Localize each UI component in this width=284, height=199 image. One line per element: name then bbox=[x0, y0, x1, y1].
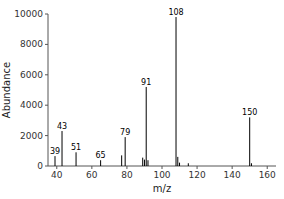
peak-label: 79 bbox=[120, 128, 130, 137]
peak-label: 51 bbox=[71, 143, 81, 152]
peak bbox=[76, 152, 77, 166]
x-tick-label: 160 bbox=[259, 170, 276, 180]
peak-label: 39 bbox=[50, 147, 60, 156]
peak bbox=[188, 163, 189, 166]
y-tick bbox=[45, 105, 48, 106]
peak bbox=[177, 157, 178, 166]
x-tick-label: 120 bbox=[188, 170, 205, 180]
y-tick bbox=[45, 74, 48, 75]
peak bbox=[179, 163, 180, 166]
peak bbox=[144, 160, 145, 166]
x-axis-label: m/z bbox=[153, 183, 171, 194]
x-tick-label: 80 bbox=[121, 170, 133, 180]
y-tick bbox=[45, 166, 48, 167]
peak-label: 150 bbox=[242, 108, 257, 117]
chart: 40 60 80 100 120 140 160 0 2000 4000 6000 8000 10000… bbox=[0, 0, 284, 199]
peak-label: 65 bbox=[96, 151, 106, 160]
peak bbox=[147, 160, 148, 166]
y-tick-label: 10000 bbox=[14, 9, 43, 19]
peak bbox=[142, 158, 143, 166]
y-tick-label: 6000 bbox=[20, 70, 43, 80]
x-tick-label: 40 bbox=[51, 170, 63, 180]
y-axis-line bbox=[48, 14, 49, 166]
peak bbox=[249, 117, 250, 166]
peak bbox=[100, 160, 101, 166]
peak bbox=[121, 155, 122, 166]
peak bbox=[176, 17, 177, 166]
x-tick bbox=[232, 166, 233, 169]
x-tick-label: 60 bbox=[86, 170, 98, 180]
peak-label: 43 bbox=[57, 122, 67, 131]
y-tick bbox=[45, 44, 48, 45]
x-tick bbox=[267, 166, 268, 169]
y-tick bbox=[45, 135, 48, 136]
x-tick-label: 100 bbox=[153, 170, 170, 180]
peak bbox=[146, 87, 147, 166]
peak bbox=[125, 137, 126, 166]
x-tick bbox=[126, 166, 127, 169]
y-tick bbox=[45, 14, 48, 15]
y-tick-label: 0 bbox=[37, 161, 43, 171]
x-tick bbox=[197, 166, 198, 169]
y-tick-label: 2000 bbox=[20, 131, 43, 141]
x-tick-label: 140 bbox=[224, 170, 241, 180]
peak bbox=[251, 163, 252, 166]
x-tick bbox=[91, 166, 92, 169]
y-axis-label: Abundance bbox=[1, 62, 12, 118]
peak bbox=[55, 156, 56, 166]
y-tick-label: 8000 bbox=[20, 39, 43, 49]
peak bbox=[62, 131, 63, 166]
peaks bbox=[55, 17, 251, 166]
y-tick-label: 4000 bbox=[20, 100, 43, 110]
peak-label: 108 bbox=[168, 8, 183, 17]
x-tick bbox=[162, 166, 163, 169]
peak-label: 91 bbox=[141, 78, 151, 87]
x-tick bbox=[56, 166, 57, 169]
